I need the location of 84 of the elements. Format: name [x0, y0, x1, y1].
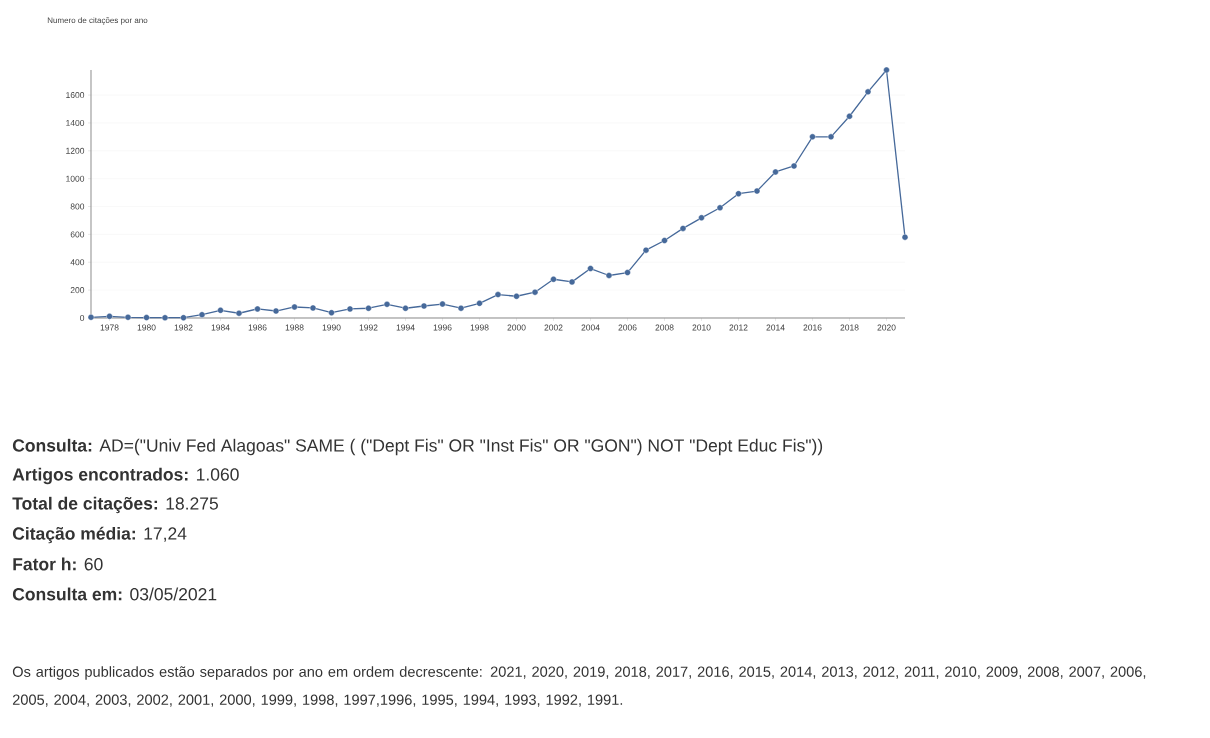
- point: [217, 307, 224, 314]
- point: [809, 133, 816, 141]
- point: [383, 301, 391, 308]
- y-tick-label: 1000: [66, 175, 85, 182]
- x-tick-label: 2008: [655, 324, 674, 331]
- point: [753, 187, 761, 195]
- text: Consulta: AD=("Univ Fed Alagoas" SAME ( ("Dept Fis" OR "Inst Fis" OR "GON") NOT "Dept Educ Fis")): [12, 438, 823, 456]
- point: [254, 305, 261, 313]
- y-tick-label: 0: [80, 314, 85, 321]
- x-tick-label: 2018: [840, 324, 859, 331]
- point: [883, 66, 890, 74]
- x-tick-label: 1996: [433, 324, 452, 331]
- point: [328, 309, 335, 316]
- x-tick-label: 2016: [803, 324, 822, 331]
- x-tick-label: 1982: [174, 324, 193, 331]
- point: [661, 237, 668, 244]
- x-tick-label: 1986: [248, 324, 267, 331]
- x-tick-label: 2014: [766, 324, 785, 331]
- y-tick-label: 1200: [66, 147, 85, 154]
- point: [180, 314, 187, 321]
- point: [864, 88, 872, 96]
- point: [365, 305, 372, 312]
- x-tick-label: 2010: [692, 324, 711, 331]
- text: Artigos encontrados: 1.060: [12, 467, 239, 485]
- point: [901, 233, 909, 241]
- point: [87, 314, 95, 321]
- text: Citação média: 17,24: [12, 526, 187, 544]
- point: [476, 300, 483, 307]
- point: [494, 291, 502, 298]
- point: [735, 190, 742, 197]
- x-tick-label: 2012: [729, 324, 748, 331]
- x-tick-label: 2000: [507, 324, 526, 331]
- text: Fator h: 60: [13, 557, 103, 571]
- point: [198, 311, 206, 318]
- x-tick-label: 1992: [359, 324, 378, 331]
- point: [772, 168, 779, 176]
- x-tick-label: 2002: [544, 324, 563, 331]
- text: Os artigos publicados estão separados por ano em ordem decrescente: 2021, 2020, 2019, 2018, 2017, 2016, 2015, 2014, 2013, 2012, 2011, 2010, 2009, 2008, 2007, 2006, 2005, 2004, 2003, 2002, 2001, 2000, 1999, 1998, 1997,1996, 1995, 1994, 1993, 1992, 1991.: [12, 666, 1146, 707]
- y-tick-label: 400: [70, 259, 85, 266]
- x-tick-label: 1984: [211, 324, 230, 331]
- point: [124, 314, 132, 321]
- point: [457, 305, 465, 312]
- point: [716, 204, 724, 211]
- x-tick-label: 2004: [581, 324, 600, 331]
- point: [291, 303, 298, 311]
- chart-title: Numero de citações por ano: [47, 17, 148, 25]
- x-tick-label: 1994: [396, 324, 415, 331]
- x-tick-label: 2006: [618, 324, 637, 331]
- y-tick-label: 200: [70, 287, 85, 294]
- x-tick-label: 1988: [285, 324, 304, 331]
- y-tick-label: 1600: [66, 92, 85, 99]
- point: [624, 269, 631, 276]
- point: [587, 265, 594, 272]
- point: [272, 307, 280, 315]
- y-tick-label: 1400: [66, 119, 85, 126]
- point: [846, 113, 853, 120]
- text: Consulta em: 03/05/2021: [12, 587, 217, 601]
- point: [642, 246, 650, 254]
- point: [346, 305, 354, 313]
- y-tick-label: 800: [70, 203, 85, 210]
- x-tick-label: 1980: [137, 324, 156, 331]
- point: [790, 162, 798, 170]
- x-tick-label: 2020: [877, 324, 896, 331]
- point: [402, 305, 409, 312]
- y-tick-label: 600: [70, 231, 85, 238]
- point: [550, 276, 557, 283]
- point: [106, 313, 113, 320]
- point: [420, 302, 428, 310]
- point: [309, 304, 317, 312]
- text: Total de citações: 18.275: [12, 496, 218, 514]
- point: [531, 289, 539, 296]
- point: [143, 314, 150, 321]
- point: [568, 278, 576, 286]
- point: [679, 225, 687, 232]
- point: [513, 293, 520, 300]
- x-tick-label: 1990: [322, 324, 341, 331]
- point: [439, 300, 446, 308]
- point: [161, 314, 169, 321]
- point: [827, 133, 835, 141]
- point: [235, 310, 243, 317]
- point: [605, 272, 613, 279]
- x-tick-label: 1998: [470, 324, 489, 331]
- x-tick-label: 1978: [100, 324, 119, 331]
- point: [698, 214, 705, 222]
